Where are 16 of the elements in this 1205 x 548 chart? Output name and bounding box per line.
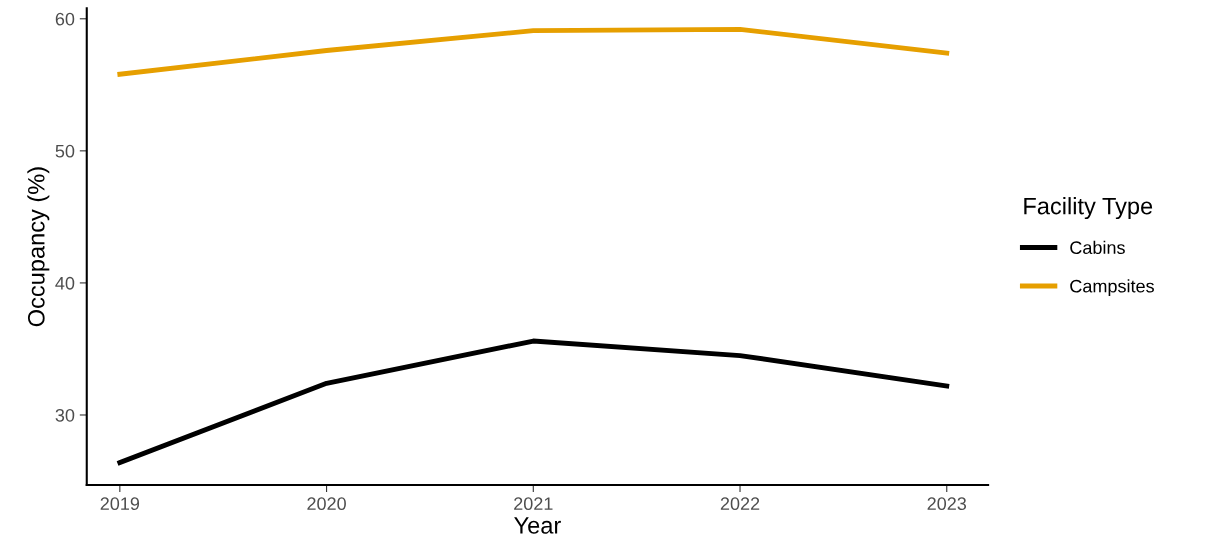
- x-tick-label: 2021: [514, 497, 553, 511]
- legend-title: Facility Type: [1024, 197, 1153, 220]
- x-tick-label: 2022: [720, 497, 760, 511]
- legend-label: Cabins: [1070, 240, 1125, 255]
- line-series: [117, 338, 950, 465]
- x-tick-label: 2023: [927, 497, 967, 511]
- y-tick-label: 30: [55, 408, 75, 422]
- x-axis-title: Year: [514, 517, 561, 534]
- legend-label: Campsites: [1070, 279, 1154, 297]
- line-series: [117, 26, 950, 77]
- y-tick-label: 50: [55, 144, 75, 158]
- y-axis-title: Occupancy (%): [27, 167, 50, 327]
- x-tick-label: 2020: [307, 497, 346, 511]
- y-tick-label: 60: [55, 12, 75, 26]
- y-tick-label: 40: [55, 276, 75, 290]
- x-tick-label: 2019: [100, 497, 140, 511]
